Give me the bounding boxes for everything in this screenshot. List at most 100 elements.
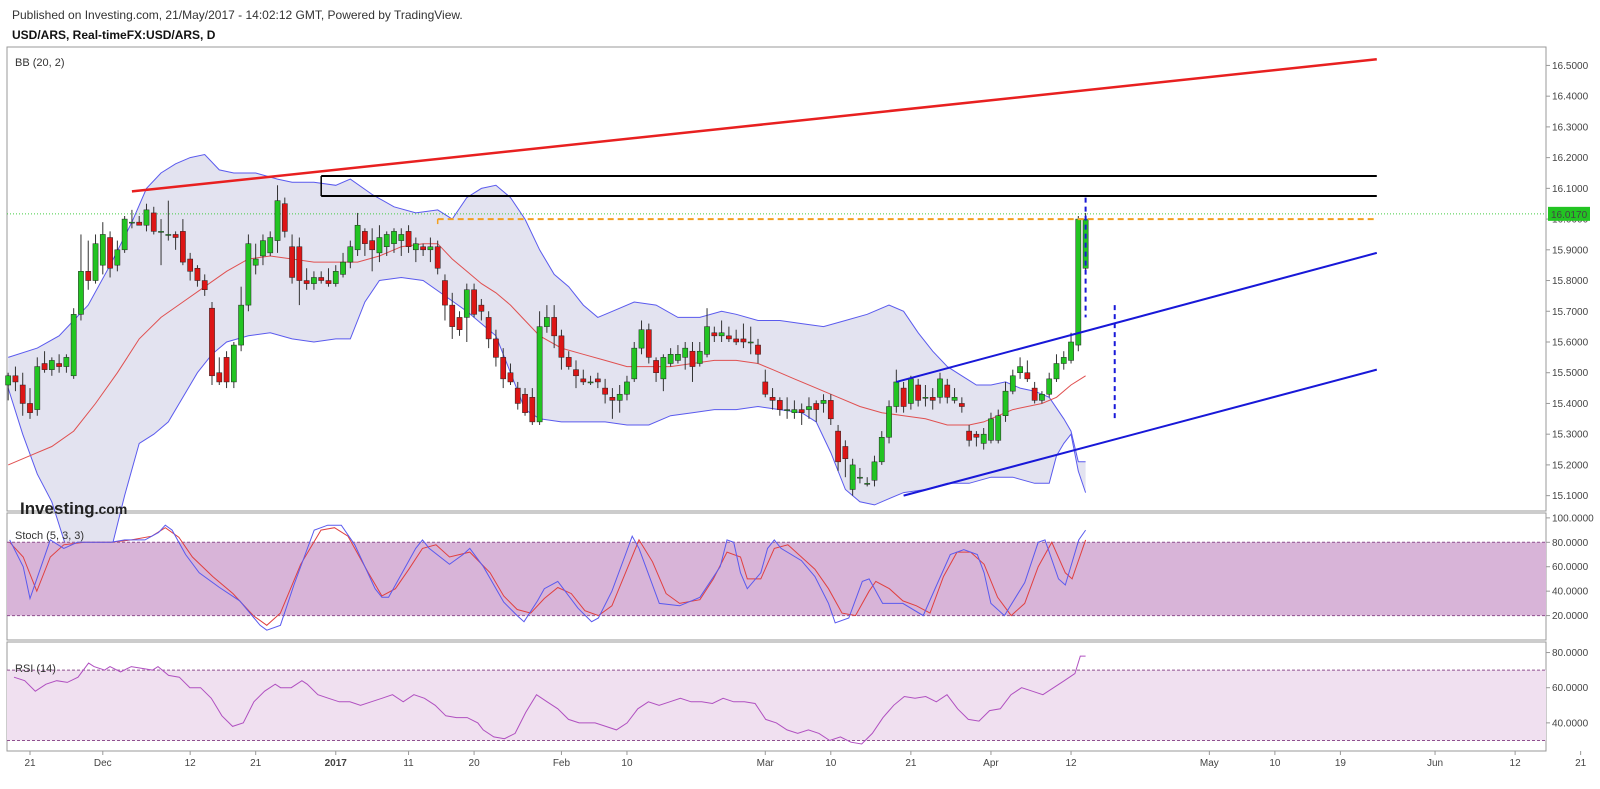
candle (289, 234, 295, 284)
candle-body (369, 240, 376, 251)
candle-body (820, 400, 827, 404)
time-tick-label: 19 (1335, 758, 1347, 769)
candle-body (19, 384, 26, 404)
candle (391, 228, 397, 253)
candle (41, 351, 48, 373)
candle (609, 388, 616, 419)
candle-body (857, 476, 863, 479)
candle-body (158, 231, 164, 233)
price-tick-label: 16.4000 (1552, 92, 1589, 103)
candle (434, 240, 441, 275)
svg-text:Investing.com: Investing.com (20, 499, 127, 518)
candle-body (522, 393, 528, 413)
chart-header: Published on Investing.com, 21/May/2017 … (12, 8, 463, 42)
candle (915, 378, 922, 407)
candle-body (463, 289, 470, 318)
candle (602, 378, 608, 404)
candle (631, 341, 638, 382)
candle (129, 209, 135, 229)
candle (958, 397, 965, 413)
candle-body (500, 357, 507, 380)
candle (19, 372, 26, 416)
candle-body (267, 237, 274, 254)
candle-body (842, 446, 849, 460)
candle (704, 308, 710, 358)
candle (878, 431, 885, 465)
price-tick-label: 15.5000 (1552, 368, 1589, 379)
candle (711, 326, 718, 342)
candle (784, 397, 790, 419)
candle (252, 243, 259, 275)
time-tick-label: Apr (983, 758, 999, 769)
candle-body (478, 304, 485, 312)
candle (726, 326, 732, 342)
candle-body (78, 271, 84, 315)
candle-body (354, 224, 361, 251)
channel-lower-line (903, 368, 1378, 497)
candle-body (937, 378, 943, 398)
candle (318, 271, 325, 284)
candle-body (733, 338, 740, 343)
symbol-caption: USD/ARS, Real-timeFX:USD/ARS, D (12, 28, 216, 42)
candle-body (980, 433, 987, 444)
candle-body (456, 317, 463, 330)
candle-body (849, 464, 856, 490)
price-tick-label: 15.6000 (1552, 337, 1589, 348)
candle-body (420, 246, 426, 251)
candle-body (1046, 378, 1053, 395)
candle (1017, 357, 1023, 379)
candle-body (63, 357, 70, 367)
candle (558, 329, 565, 370)
candle (376, 225, 383, 263)
candle (886, 400, 892, 444)
candle-body (1002, 390, 1009, 416)
candle-body (966, 430, 972, 441)
rsi-tick-label: 40.0000 (1552, 718, 1589, 729)
candle-body (660, 357, 667, 380)
time-tick-label: 12 (1065, 758, 1077, 769)
time-tick-label: 12 (185, 758, 197, 769)
candle-body (558, 335, 565, 358)
candle (201, 274, 208, 296)
candle (99, 222, 106, 275)
candle (1046, 372, 1053, 398)
time-tick-label: 10 (621, 758, 633, 769)
price-tick-label: 15.7000 (1552, 307, 1589, 318)
price-pane[interactable] (5, 46, 1547, 598)
stochastic-pane[interactable] (6, 512, 1547, 641)
candle-body (609, 397, 616, 401)
time-tick-label: Jun (1427, 758, 1443, 769)
red-trendline (131, 58, 1377, 193)
candle (332, 265, 339, 287)
rsi-pane[interactable] (6, 641, 1547, 752)
price-tick-label: 15.9000 (1552, 245, 1589, 256)
candle (5, 372, 12, 401)
candle-body (405, 231, 412, 247)
candle (900, 381, 907, 413)
candle-body (434, 246, 441, 269)
candle-body (886, 406, 892, 438)
candle (303, 268, 310, 290)
price-axis: 16.500016.400016.300016.200016.100016.00… (1546, 61, 1594, 729)
candle (369, 228, 376, 272)
candle (107, 231, 113, 278)
candle-body (718, 332, 725, 337)
time-tick-label: 21 (24, 758, 36, 769)
candle (791, 400, 798, 419)
candle-body (260, 240, 266, 257)
candle (442, 274, 448, 321)
candle-body (332, 271, 339, 284)
candle (995, 409, 1002, 444)
candle (1060, 351, 1067, 370)
candle (922, 385, 929, 407)
time-tick-label: 21 (905, 758, 917, 769)
candle-body (908, 378, 914, 404)
candle-body (747, 341, 754, 344)
candle (893, 369, 900, 413)
candle (493, 329, 499, 367)
candle (638, 320, 645, 355)
candle-body (573, 369, 579, 377)
candle (27, 388, 33, 419)
candle (798, 403, 805, 425)
